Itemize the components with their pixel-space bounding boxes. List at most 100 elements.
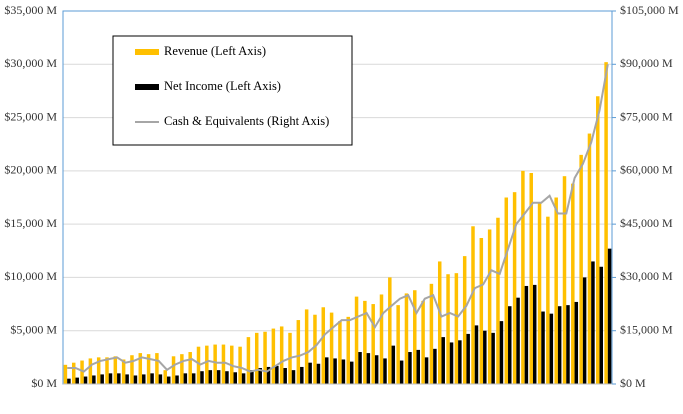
bar [446,274,450,384]
bar [346,316,350,384]
bar [308,362,312,384]
y-tick-label: $10,000 M [4,269,57,283]
bar [266,366,271,384]
bar [429,283,434,384]
legend-label: Cash & Equivalents (Right Axis) [164,114,329,128]
bar [279,326,284,384]
bar [491,332,495,384]
bar [146,354,151,384]
bar [341,359,346,384]
bar [67,378,71,384]
bar [80,360,84,384]
y-tick-label: $25,000 M [4,109,57,123]
bar [246,337,251,384]
y2-tick-label: $45,000 M [620,216,673,230]
bar [354,296,359,384]
bar [225,371,229,384]
bar [83,376,88,384]
bar [283,368,287,384]
bar [379,294,384,384]
bar [150,373,154,384]
bar [163,370,167,384]
bar [499,321,504,384]
bar [541,311,545,384]
bar [604,62,608,384]
bar [537,202,542,384]
bar [254,332,259,384]
y-tick-label: $0 M [31,376,57,390]
y2-tick-label: $0 M [620,376,646,390]
bar [92,375,96,384]
bar [433,348,437,384]
bar [524,285,529,384]
bar [416,349,421,384]
bar [532,284,537,384]
y2-tick-label: $75,000 M [620,109,673,123]
bar [71,362,76,384]
legend-label: Revenue (Left Axis) [164,44,266,58]
bar [321,307,326,384]
bar [130,355,134,384]
bar [63,364,68,384]
bar [554,197,558,384]
bar [388,277,392,384]
bar [587,133,592,384]
bar [529,172,533,384]
y-tick-label: $20,000 M [4,163,57,177]
bar [582,277,587,384]
bar [325,357,329,384]
bar [374,355,379,384]
bar [487,229,492,384]
bar [607,248,612,384]
bar [462,256,467,384]
bar [238,346,242,384]
bar [88,358,93,384]
bar [512,192,517,384]
bar [454,273,459,384]
bar [516,297,520,384]
bar [188,352,192,384]
bar [155,353,159,384]
bar [142,374,146,384]
bar [121,359,126,384]
bar [105,357,109,384]
bar [437,261,442,384]
bar [158,374,163,384]
bar [441,337,445,384]
bar [562,176,567,384]
y-tick-label: $5,000 M [10,322,57,336]
bar [241,373,246,384]
y2-tick-label: $105,000 M [620,3,679,17]
bar [291,370,296,384]
y2-tick-label: $90,000 M [620,56,673,70]
bar [300,366,304,384]
bar [413,290,417,384]
bar [458,340,462,384]
bar [333,358,337,384]
bar [474,325,479,384]
bar [408,352,412,384]
legend-swatch [135,84,159,90]
bar [557,306,562,384]
bar [599,266,604,384]
bar [75,377,79,384]
bar [521,170,525,384]
bar [138,353,143,384]
bar [466,333,470,384]
bar [571,183,575,384]
bar [399,360,404,384]
line [67,64,609,373]
bar [396,305,400,384]
y2-tick-label: $15,000 M [620,322,673,336]
bar [175,375,179,384]
bar [250,370,254,384]
bar [508,306,512,384]
bar [596,96,600,384]
bar [391,345,396,384]
bar [366,353,371,384]
bar [383,358,387,384]
legend: Revenue (Left Axis) Net Income (Left Axis… [112,35,353,146]
bar [349,361,354,384]
bar [183,373,188,384]
